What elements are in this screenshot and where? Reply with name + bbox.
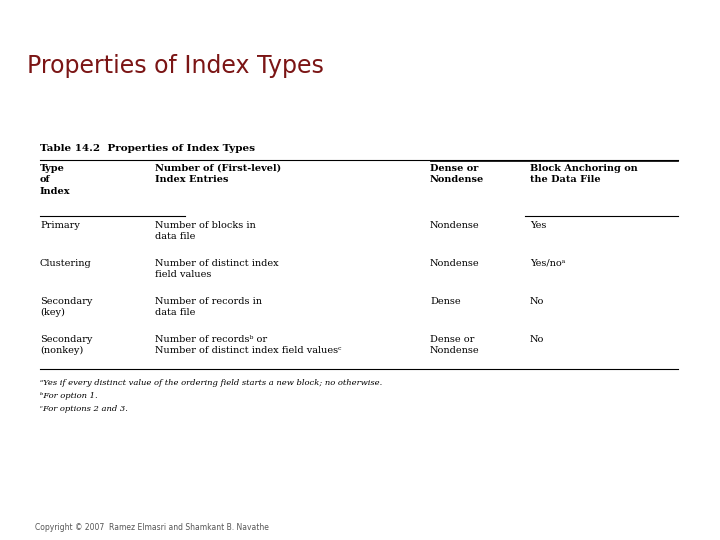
Text: ᶜFor options 2 and 3.: ᶜFor options 2 and 3.: [40, 404, 128, 413]
Text: Dense: Dense: [430, 296, 461, 306]
Text: Copyright © 2007  Ramez Elmasri and Shamkant B. Navathe: Copyright © 2007 Ramez Elmasri and Shamk…: [35, 523, 269, 532]
Text: Nondense: Nondense: [430, 259, 480, 268]
Text: No: No: [530, 335, 544, 343]
Text: Secondary
(key): Secondary (key): [40, 296, 92, 317]
Text: Properties of Index Types: Properties of Index Types: [27, 55, 324, 78]
Text: Number of (First-level)
Index Entries: Number of (First-level) Index Entries: [155, 164, 281, 184]
Text: Secondary
(nonkey): Secondary (nonkey): [40, 335, 92, 355]
Text: Table 14.2  Properties of Index Types: Table 14.2 Properties of Index Types: [40, 144, 255, 153]
Text: Dense or
Nondense: Dense or Nondense: [430, 335, 480, 355]
Text: Yes/noᵃ: Yes/noᵃ: [530, 259, 565, 268]
Text: Number of records in
data file: Number of records in data file: [155, 296, 262, 317]
Text: Nondense: Nondense: [430, 221, 480, 230]
Text: Type
of
Index: Type of Index: [40, 164, 71, 195]
Text: No: No: [530, 296, 544, 306]
Text: ᵇFor option 1.: ᵇFor option 1.: [40, 392, 98, 400]
Text: Number of distinct index
field values: Number of distinct index field values: [155, 259, 279, 279]
Text: Clustering: Clustering: [40, 259, 91, 268]
Text: Number of recordsᵇ or
Number of distinct index field valuesᶜ: Number of recordsᵇ or Number of distinct…: [155, 335, 341, 355]
Text: Yes: Yes: [530, 221, 546, 230]
Text: Block Anchoring on
the Data File: Block Anchoring on the Data File: [530, 164, 638, 184]
Text: Dense or
Nondense: Dense or Nondense: [430, 164, 485, 184]
Text: Number of blocks in
data file: Number of blocks in data file: [155, 221, 256, 241]
Text: ᵃYes if every distinct value of the ordering field starts a new block; no otherw: ᵃYes if every distinct value of the orde…: [40, 379, 382, 387]
Text: Primary: Primary: [40, 221, 80, 230]
